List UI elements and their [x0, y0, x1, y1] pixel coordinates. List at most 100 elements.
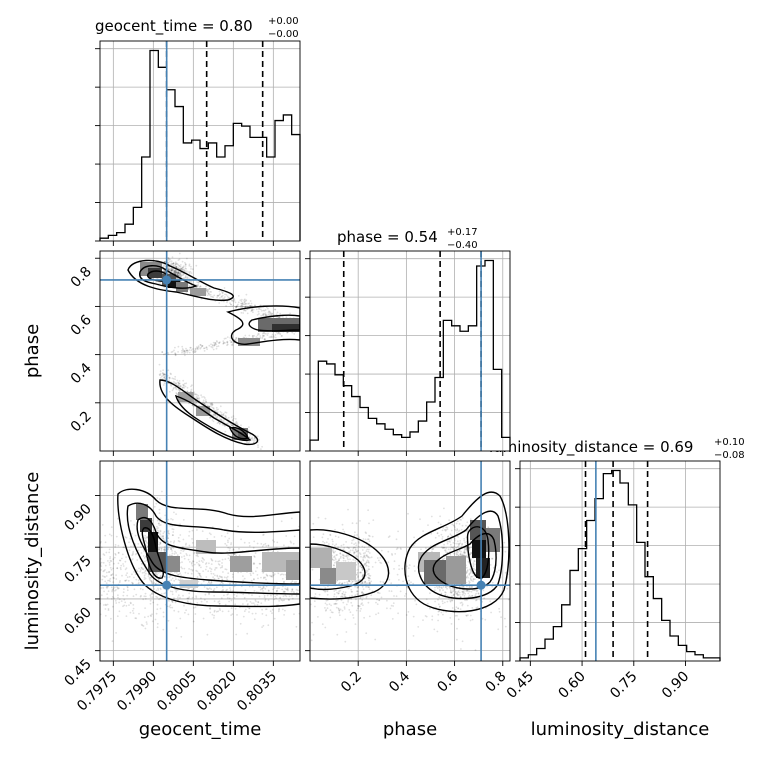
- scatter-point: [464, 592, 467, 595]
- scatter-point: [174, 550, 176, 553]
- scatter-point: [330, 604, 332, 607]
- scatter-point: [439, 523, 442, 526]
- scatter-point: [451, 599, 454, 602]
- scatter-point: [211, 613, 214, 616]
- scatter-point: [487, 526, 490, 529]
- scatter-point: [354, 559, 357, 562]
- scatter-point: [105, 582, 108, 584]
- scatter-point: [453, 537, 456, 540]
- scatter-point: [461, 604, 464, 607]
- scatter-point: [438, 585, 440, 588]
- scatter-point: [249, 438, 252, 440]
- scatter-point: [242, 593, 245, 596]
- scatter-point: [213, 610, 216, 613]
- scatter-point: [454, 588, 457, 591]
- scatter-point: [462, 551, 465, 554]
- scatter-point: [104, 534, 107, 537]
- scatter-point: [214, 414, 216, 417]
- scatter-point: [362, 558, 364, 561]
- xtick-label-luminosity-distance: 0.60: [556, 669, 589, 702]
- scatter-point: [223, 287, 226, 289]
- scatter-point: [176, 272, 178, 274]
- scatter-point: [184, 263, 187, 266]
- scatter-point: [470, 579, 473, 582]
- scatter-point: [110, 574, 113, 576]
- scatter-point: [225, 294, 228, 296]
- scatter-point: [387, 550, 390, 553]
- scatter-point: [177, 610, 180, 613]
- scatter-point: [362, 604, 364, 606]
- scatter-point: [321, 536, 324, 539]
- scatter-point: [261, 587, 263, 590]
- scatter-point: [461, 593, 464, 596]
- scatter-point: [177, 272, 180, 274]
- scatter-point: [347, 551, 350, 553]
- scatter-point: [161, 351, 164, 353]
- scatter-point: [346, 581, 348, 583]
- scatter-point: [182, 538, 185, 541]
- scatter-point: [461, 640, 464, 643]
- scatter-point: [231, 343, 234, 345]
- scatter-point: [158, 508, 161, 511]
- scatter-point: [467, 592, 470, 595]
- ytick-label-luminosity-distance: 0.90: [61, 501, 94, 534]
- scatter-point: [102, 587, 105, 589]
- scatter-point: [264, 542, 267, 545]
- scatter-point: [250, 310, 253, 312]
- scatter-point: [449, 533, 452, 536]
- scatter-point: [275, 597, 277, 600]
- scatter-point: [398, 579, 400, 581]
- panel-geocent-time-vs-luminosity-distance-frame: [99, 460, 301, 662]
- scatter-point: [171, 256, 174, 259]
- scatter-point: [346, 582, 349, 585]
- scatter-point: [498, 610, 501, 613]
- scatter-point: [291, 589, 294, 591]
- scatter-point: [178, 383, 181, 385]
- scatter-point: [451, 587, 454, 590]
- scatter-point: [378, 592, 381, 595]
- scatter-point: [172, 534, 174, 536]
- scatter-point: [168, 379, 170, 382]
- title-geocent-time-plus: +0.00: [268, 16, 299, 27]
- scatter-point: [240, 311, 243, 314]
- scatter-point: [244, 300, 247, 302]
- scatter-point: [170, 518, 173, 520]
- scatter-point: [214, 342, 217, 344]
- scatter-point: [326, 593, 329, 596]
- scatter-point: [263, 576, 265, 579]
- scatter-point: [160, 547, 163, 550]
- scatter-point: [219, 422, 221, 425]
- scatter-point: [178, 274, 180, 277]
- scatter-point: [226, 340, 229, 343]
- scatter-point: [156, 622, 159, 625]
- scatter-point: [249, 600, 252, 603]
- scatter-point: [233, 585, 236, 588]
- scatter-point: [200, 566, 202, 569]
- scatter-point: [101, 575, 104, 577]
- scatter-point: [388, 590, 391, 592]
- scatter-point: [202, 561, 204, 563]
- scatter-point: [232, 305, 235, 307]
- scatter-point: [183, 269, 186, 272]
- scatter-point: [111, 573, 114, 576]
- scatter-point: [196, 398, 199, 400]
- scatter-point: [361, 569, 364, 571]
- scatter-point: [470, 585, 473, 588]
- scatter-point: [446, 587, 448, 590]
- scatter-point: [217, 294, 220, 297]
- scatter-point: [168, 269, 171, 272]
- scatter-point: [368, 556, 371, 559]
- scatter-point: [474, 649, 477, 652]
- scatter-point: [134, 553, 137, 556]
- scatter-point: [246, 312, 249, 315]
- scatter-point: [144, 577, 147, 580]
- scatter-point: [152, 601, 155, 604]
- scatter-point: [272, 574, 275, 577]
- scatter-point: [468, 586, 471, 588]
- scatter-point: [389, 607, 392, 610]
- scatter-point: [457, 618, 460, 621]
- scatter-point: [491, 557, 493, 560]
- scatter-point: [221, 565, 224, 567]
- scatter-point: [182, 274, 185, 276]
- scatter-point: [397, 612, 399, 615]
